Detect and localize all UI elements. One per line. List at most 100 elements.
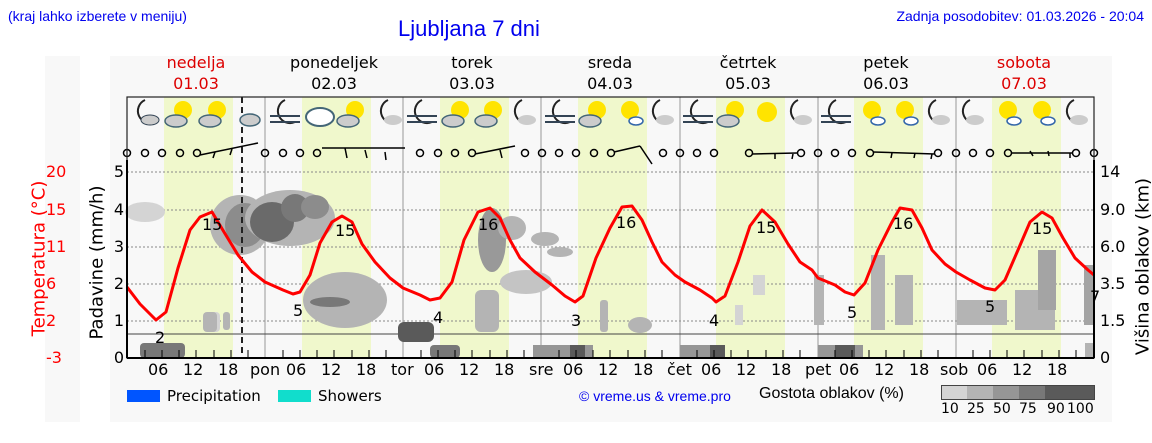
svg-text:16: 16 [616, 213, 636, 232]
legend-precipitation: Precipitation [167, 387, 261, 405]
temp-tick: 6 [46, 274, 57, 293]
day-label-wednesday: sreda 04.03 [587, 53, 633, 93]
page-title: Ljubljana 7 dni [398, 16, 540, 41]
x-axis-ticks [144, 350, 1077, 358]
cloud-height-tick: 1.5 [1100, 311, 1126, 330]
temp-tick: 15 [46, 200, 67, 219]
svg-text:4: 4 [433, 308, 443, 327]
svg-text:15: 15 [756, 218, 776, 237]
density-label: 100 [1067, 401, 1094, 417]
svg-text:15: 15 [202, 215, 222, 234]
daylight-bands [164, 97, 1061, 358]
density-scale-25-50 [967, 385, 993, 400]
day-label-tuesday: torek 03.03 [449, 53, 495, 93]
temp-tick: 20 [46, 162, 67, 181]
location-menu-hint[interactable]: (kraj lahko izberete v meniju) [8, 8, 187, 24]
cloud-icon [305, 107, 335, 127]
day-label-saturday: sobota 07.03 [996, 53, 1052, 93]
moon-cloud-icon [651, 99, 674, 125]
moon-cloud-icon [379, 99, 402, 125]
svg-text:7: 7 [1090, 287, 1100, 306]
moon-fog-icon [270, 99, 300, 125]
weather-icons [136, 99, 1088, 128]
svg-text:3: 3 [571, 311, 581, 330]
temp-tick: 11 [46, 237, 67, 256]
precipitation-axis-title: Padavine (mm/h) [86, 185, 108, 340]
temperature-line [125, 204, 1095, 322]
day-label-sunday: nedelja 01.03 [166, 53, 226, 93]
moon-cloud-icon [239, 113, 261, 127]
precip-tick: 4 [113, 200, 124, 219]
sun-small-cloud-icon [621, 101, 644, 126]
moon-cloud-icon [927, 99, 950, 125]
cloud-density-title: Gostota oblakov (%) [759, 385, 904, 402]
svg-text:4: 4 [709, 311, 719, 330]
moon-cloud-icon [789, 99, 812, 125]
sun-cloud-icon [474, 101, 502, 128]
day-label-friday: petek 06.03 [863, 53, 909, 93]
svg-text:16: 16 [478, 215, 498, 234]
precip-tick: 3 [113, 237, 124, 256]
sun-cloud-icon [578, 101, 606, 128]
cloud-height-tick: 6.0 [1100, 237, 1126, 256]
moon-cloud-icon [1065, 99, 1088, 125]
precip-tick: 0 [113, 348, 124, 367]
density-scale-50-75 [993, 385, 1019, 400]
moon-fog-icon [683, 99, 713, 125]
density-scale-10-25 [941, 385, 968, 400]
svg-text:5: 5 [847, 303, 857, 322]
sun-cloud-icon [716, 101, 744, 128]
day-label-monday: ponedeljek 02.03 [290, 53, 378, 93]
temp-tick: -3 [46, 348, 62, 367]
cloud-height-axis-title: Višina oblakov (km) [1132, 177, 1152, 356]
legend-showers: Showers [318, 387, 382, 405]
sun-cloud-icon [336, 101, 364, 128]
sun-cloud-icon [198, 101, 226, 128]
svg-text:15: 15 [335, 221, 355, 240]
precipitation-swatch [127, 390, 160, 402]
moon-fog-icon [407, 99, 437, 125]
moon-fog-icon [821, 99, 851, 125]
sun-icon [757, 102, 777, 122]
cloud-height-tick: 3.5 [1100, 274, 1126, 293]
showers-swatch [278, 390, 311, 402]
cloud-height-tick: 0 [1100, 348, 1111, 367]
cloud-height-tick: 9.0 [1100, 200, 1126, 219]
last-update-timestamp: Zadnja posodobitev: 01.03.2026 - 20:04 [896, 8, 1144, 24]
x-axis-labels: 06 12 18 pon 06 12 18 tor 06 12 18 sre 0… [148, 360, 1068, 379]
svg-text:5: 5 [985, 297, 995, 316]
cloud-height-tick: 14 [1100, 162, 1121, 181]
density-scale-75-90 [1019, 385, 1045, 400]
density-label: 10 [941, 401, 959, 417]
sun-small-cloud-icon [896, 101, 919, 126]
wind-barbs [199, 142, 1073, 165]
sun-small-cloud-icon [863, 101, 886, 126]
temp-tick: 2 [46, 311, 57, 330]
sun-small-cloud-icon [999, 101, 1022, 126]
sun-small-cloud-icon [1033, 101, 1056, 126]
density-scale-90-100 [1045, 385, 1095, 400]
moon-cloud-icon [513, 99, 536, 125]
precip-tick: 5 [113, 162, 124, 181]
sun-cloud-icon [164, 101, 192, 128]
sun-cloud-icon [441, 101, 469, 128]
moon-cloud-icon [136, 99, 160, 126]
svg-text:16: 16 [893, 214, 913, 233]
density-label: 90 [1047, 401, 1065, 417]
svg-text:5: 5 [293, 301, 303, 320]
svg-text:2: 2 [155, 328, 165, 347]
cloud-density [125, 190, 1094, 358]
precip-tick: 2 [113, 274, 124, 293]
copyright-link[interactable]: © vreme.us & vreme.pro [579, 388, 731, 404]
density-label: 50 [993, 401, 1011, 417]
svg-text:15: 15 [1032, 219, 1052, 238]
temperature-labels: 2 15 5 15 4 16 3 16 4 15 5 16 5 15 7 [155, 213, 1100, 347]
moon-fog-icon [545, 99, 575, 125]
density-label: 25 [967, 401, 985, 417]
moon-cloud-icon [961, 99, 984, 125]
day-label-thursday: četrtek 05.03 [719, 53, 777, 93]
precip-tick: 1 [113, 311, 124, 330]
temperature-axis-panel [45, 56, 80, 422]
density-label: 75 [1019, 401, 1037, 417]
